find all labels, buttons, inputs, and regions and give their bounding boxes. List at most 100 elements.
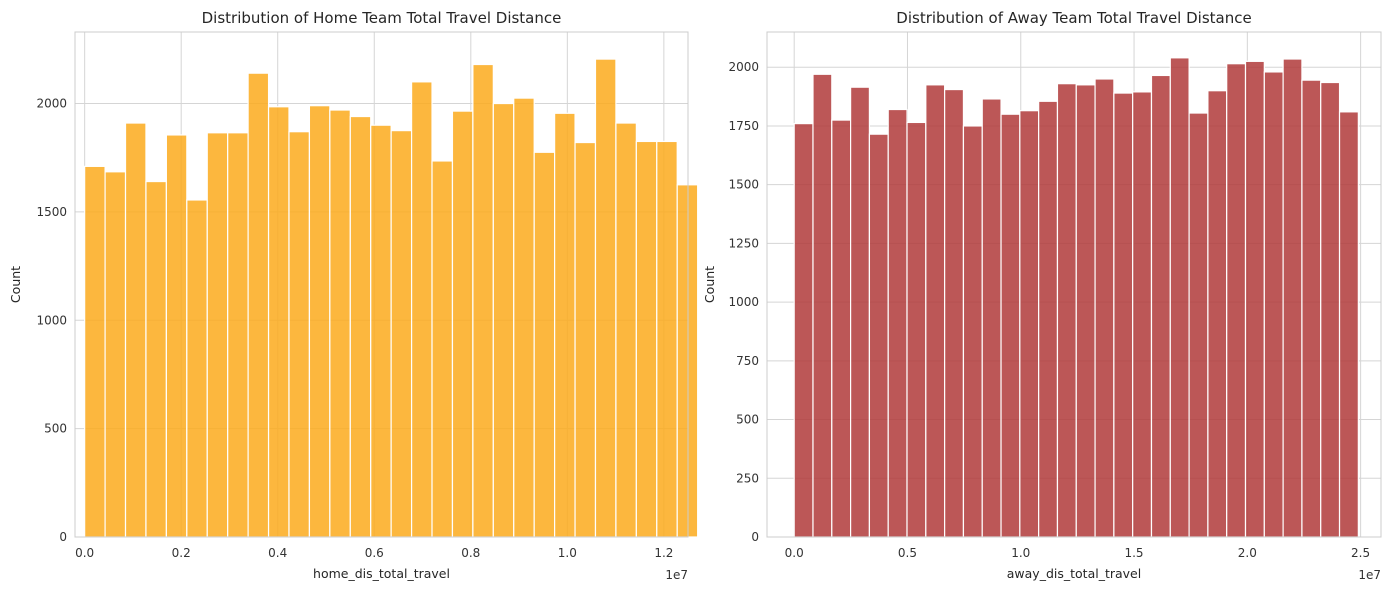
home-x-tick-label: 0.8 xyxy=(461,546,480,560)
home-histogram-bar xyxy=(410,81,433,538)
away-histogram-bar xyxy=(1094,78,1115,538)
away-histogram-bar xyxy=(1000,113,1021,538)
home-histogram-bar xyxy=(574,141,597,538)
home-histogram-bar xyxy=(288,131,311,538)
home-x-tick-label: 1.0 xyxy=(558,546,577,560)
away-histogram-bar xyxy=(1320,81,1341,538)
away-histogram-bar xyxy=(850,86,871,538)
home-x-tick-label: 0.6 xyxy=(365,546,384,560)
away-y-axis-label: Count xyxy=(702,266,717,303)
away-histogram-bar xyxy=(1207,90,1228,538)
away-y-ticks: 0 250 500 750 1000 1250 1500 1750 2000 xyxy=(728,60,759,544)
home-x-tick-label: 1.2 xyxy=(654,546,673,560)
away-histogram-bar xyxy=(1226,63,1247,538)
away-histogram-bar xyxy=(944,88,965,538)
away-y-tick-label: 2000 xyxy=(728,60,759,74)
home-histogram-bar xyxy=(656,140,678,538)
home-histogram-bar xyxy=(615,122,637,538)
home-histogram-bar xyxy=(349,115,372,538)
away-histogram-bar xyxy=(981,98,1002,538)
away-x-offset-label: 1e7 xyxy=(1358,568,1381,582)
away-histogram-bar xyxy=(1169,57,1190,538)
home-x-axis-label: home_dis_total_travel xyxy=(313,566,450,581)
away-histogram-bar xyxy=(1150,74,1171,538)
away-bars xyxy=(793,57,1359,538)
away-histogram-bar xyxy=(1113,92,1134,538)
home-x-offset-label: 1e7 xyxy=(665,568,688,582)
home-x-ticks: 0.0 0.2 0.4 0.6 0.8 1.0 1.2 xyxy=(75,546,673,560)
away-y-tick-label: 1250 xyxy=(728,236,759,250)
away-histogram-bar xyxy=(1282,58,1303,538)
away-histogram-bar xyxy=(906,121,927,538)
home-histogram-bar xyxy=(329,109,351,538)
home-histogram-bar xyxy=(513,97,535,538)
away-y-tick-label: 750 xyxy=(736,354,759,368)
home-histogram-bar xyxy=(227,132,249,538)
away-histogram-bar xyxy=(1188,112,1209,538)
away-histogram-panel: 0.0 0.5 1.0 1.5 2.0 2.5 0 250 500 750 1000 1250 150… xyxy=(702,9,1382,582)
home-histogram-bar xyxy=(676,184,699,538)
home-histogram-bar xyxy=(267,106,290,538)
home-histogram-bar xyxy=(84,165,106,538)
home-y-axis-label: Count xyxy=(8,266,23,303)
home-x-tick-label: 0.0 xyxy=(75,546,94,560)
home-histogram-bar xyxy=(431,160,454,538)
home-histogram-bar xyxy=(533,151,556,538)
away-y-tick-label: 500 xyxy=(736,413,759,427)
away-histogram-bar xyxy=(1263,71,1284,538)
away-axes-frame xyxy=(766,31,1382,538)
away-histogram-bar xyxy=(793,123,814,538)
away-histogram-bar xyxy=(1301,79,1322,538)
away-y-tick-label: 1000 xyxy=(728,295,759,309)
home-histogram-bar xyxy=(165,134,188,538)
home-histogram-bar xyxy=(308,105,331,538)
away-histogram-bar xyxy=(812,73,833,538)
home-axes-frame xyxy=(74,31,689,538)
away-histogram-bar xyxy=(1038,100,1059,538)
away-histogram-bar xyxy=(1132,91,1153,538)
away-y-tick-label: 0 xyxy=(751,530,759,544)
home-histogram-bar xyxy=(492,102,515,538)
away-histogram-bar xyxy=(1244,60,1265,538)
home-histogram-bar xyxy=(124,122,147,538)
away-histogram-bar xyxy=(1338,111,1359,538)
home-y-tick-label: 0 xyxy=(59,530,67,544)
home-y-tick-label: 500 xyxy=(44,422,67,436)
home-histogram-bar xyxy=(390,130,413,538)
away-histogram-bar xyxy=(1075,84,1096,538)
home-chart-title: Distribution of Home Team Total Travel D… xyxy=(202,9,562,27)
away-x-tick-label: 0.5 xyxy=(898,546,917,560)
home-y-tick-label: 1000 xyxy=(36,313,67,327)
home-bars xyxy=(84,58,699,538)
home-histogram-bar xyxy=(247,72,270,538)
away-x-tick-label: 0.0 xyxy=(785,546,804,560)
home-histogram-bar xyxy=(472,63,494,538)
home-histogram-bar xyxy=(554,112,576,538)
home-histogram-bar xyxy=(186,199,208,538)
home-x-tick-label: 0.4 xyxy=(268,546,287,560)
home-y-tick-label: 1500 xyxy=(36,205,67,219)
away-x-ticks: 0.0 0.5 1.0 1.5 2.0 2.5 xyxy=(785,546,1371,560)
away-histogram-bar xyxy=(925,84,946,538)
home-y-ticks: 0 500 1000 1500 2000 xyxy=(36,97,67,544)
away-x-tick-label: 1.0 xyxy=(1011,546,1030,560)
away-chart-title: Distribution of Away Team Total Travel D… xyxy=(896,9,1251,27)
away-histogram-bar xyxy=(1056,83,1077,538)
home-x-tick-label: 0.2 xyxy=(172,546,191,560)
away-histogram-bar xyxy=(887,108,908,538)
away-y-tick-label: 1500 xyxy=(728,178,759,192)
home-histogram-bar xyxy=(370,124,392,538)
away-histogram-bar xyxy=(1019,110,1040,538)
away-x-tick-label: 1.5 xyxy=(1124,546,1143,560)
home-histogram-bar xyxy=(594,58,617,538)
home-histogram-bar xyxy=(104,171,127,538)
home-y-tick-label: 2000 xyxy=(36,97,67,111)
away-histogram-bar xyxy=(831,119,852,538)
home-histogram-bar xyxy=(635,140,658,538)
home-histogram-panel: 0.0 0.2 0.4 0.6 0.8 1.0 1.2 0 500 1000 1500 2000 D… xyxy=(8,9,699,582)
home-histogram-bar xyxy=(206,132,229,538)
away-histogram-bar xyxy=(868,133,889,538)
away-x-tick-label: 2.0 xyxy=(1238,546,1257,560)
home-histogram-bar xyxy=(451,110,474,538)
